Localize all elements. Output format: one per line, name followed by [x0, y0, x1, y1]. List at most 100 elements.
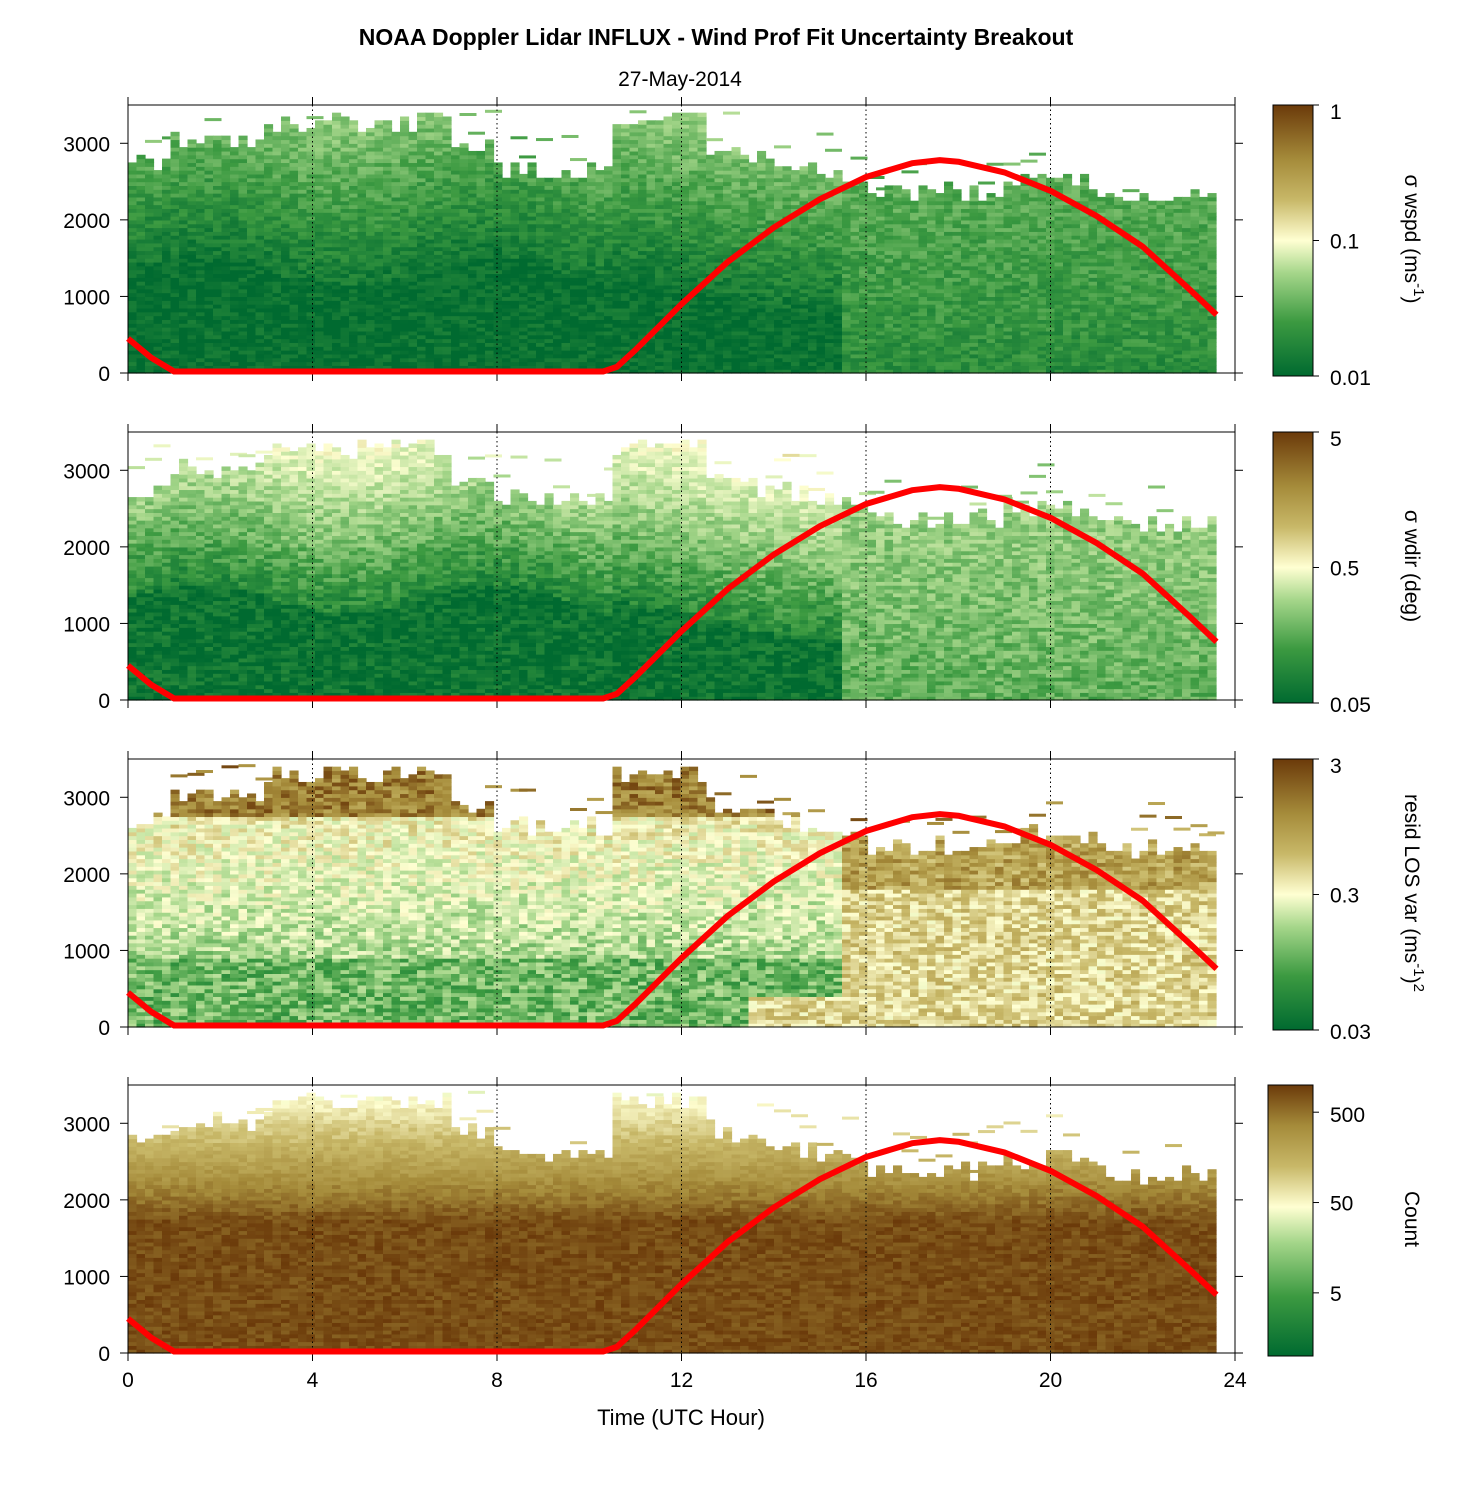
heatmap-cell [732, 362, 741, 366]
heatmap-cell [783, 247, 792, 251]
heatmap-cell [196, 205, 205, 209]
heatmap-cell [825, 293, 834, 297]
heatmap-cell [264, 354, 273, 358]
heatmap-cell [230, 331, 239, 335]
heatmap-cell [417, 300, 426, 304]
heatmap-cell [230, 208, 239, 212]
heatmap-cell [434, 212, 443, 216]
heatmap-cell [451, 327, 460, 331]
heatmap-cell [485, 358, 494, 362]
heatmap-cell [205, 228, 214, 232]
heatmap-cell [137, 293, 146, 297]
heatmap-cell [298, 266, 307, 270]
heatmap-cell [528, 289, 537, 293]
heatmap-cell [672, 162, 681, 166]
heatmap-cell [519, 289, 528, 293]
heatmap-cell [366, 254, 375, 258]
heatmap-cell [757, 346, 766, 350]
heatmap-cell [587, 174, 596, 178]
heatmap-cell [689, 174, 698, 178]
heatmap-cell [230, 197, 239, 201]
heatmap-cell [162, 247, 171, 251]
heatmap-cell [511, 231, 520, 235]
heatmap-cell [468, 174, 477, 178]
heatmap-cell [315, 273, 324, 277]
heatmap-cell [485, 342, 494, 346]
heatmap-cell [426, 162, 435, 166]
heatmap-cell [247, 189, 256, 193]
heatmap-cell [358, 155, 367, 159]
heatmap-cell [706, 304, 715, 308]
heatmap-cell [715, 304, 724, 308]
heatmap-cell [400, 159, 409, 163]
heatmap-cell [358, 335, 367, 339]
heatmap-cell [434, 159, 443, 163]
heatmap-cell [536, 193, 545, 197]
heatmap-cell [613, 300, 622, 304]
heatmap-cell [587, 323, 596, 327]
heatmap-cell [511, 166, 520, 170]
heatmap-cell [672, 124, 681, 128]
heatmap-cell [392, 208, 401, 212]
heatmap-cell [298, 197, 307, 201]
heatmap-cell [783, 362, 792, 366]
heatmap-cell [341, 216, 350, 220]
heatmap-cell [417, 358, 426, 362]
heatmap-cell [213, 212, 222, 216]
heatmap-cell [536, 243, 545, 247]
heatmap-cell [502, 285, 511, 289]
heatmap-cell [664, 147, 673, 151]
heatmap-cell [205, 220, 214, 224]
heatmap-cell [655, 354, 664, 358]
heatmap-cell [528, 189, 537, 193]
heatmap-cell [417, 162, 426, 166]
heatmap-cell [341, 354, 350, 358]
heatmap-cell [137, 235, 146, 239]
heatmap-cell [341, 120, 350, 124]
heatmap-cell [689, 323, 698, 327]
heatmap-cell [587, 316, 596, 320]
heatmap-cell [324, 362, 333, 366]
heatmap-cell [145, 193, 154, 197]
heatmap-cell [791, 193, 800, 197]
heatmap-cell [417, 120, 426, 124]
heatmap-cell [587, 331, 596, 335]
heatmap-cell [783, 285, 792, 289]
heatmap-cell [196, 327, 205, 331]
heatmap-cell [443, 250, 452, 254]
heatmap-cell [553, 285, 562, 289]
heatmap-cell [171, 281, 180, 285]
heatmap-cell [162, 162, 171, 166]
heatmap-cell [315, 143, 324, 147]
heatmap-cell [417, 308, 426, 312]
heatmap-cell [358, 262, 367, 266]
heatmap-cell [222, 159, 231, 163]
heatmap-cell [536, 342, 545, 346]
heatmap-cell [239, 289, 248, 293]
heatmap-cell [375, 316, 384, 320]
heatmap-cell [766, 178, 775, 182]
heatmap-cell [689, 262, 698, 266]
heatmap-cell [468, 228, 477, 232]
heatmap-cell [460, 231, 469, 235]
heatmap-cell [145, 166, 154, 170]
heatmap-cell [341, 124, 350, 128]
heatmap-cell [638, 281, 647, 285]
heatmap-cell [324, 235, 333, 239]
heatmap-cell [366, 304, 375, 308]
heatmap-cell [324, 304, 333, 308]
heatmap-cell [570, 197, 579, 201]
heatmap-cell [239, 331, 248, 335]
heatmap-cell [188, 224, 197, 228]
heatmap-cell [723, 170, 732, 174]
heatmap-cell [349, 273, 358, 277]
heatmap-cell [604, 296, 613, 300]
heatmap-cell [706, 365, 715, 369]
heatmap-cell [145, 300, 154, 304]
heatmap-cell [451, 350, 460, 354]
heatmap-cell [570, 300, 579, 304]
heatmap-cell [664, 339, 673, 343]
heatmap-cell [392, 316, 401, 320]
heatmap-cell [307, 331, 316, 335]
heatmap-cell [825, 335, 834, 339]
